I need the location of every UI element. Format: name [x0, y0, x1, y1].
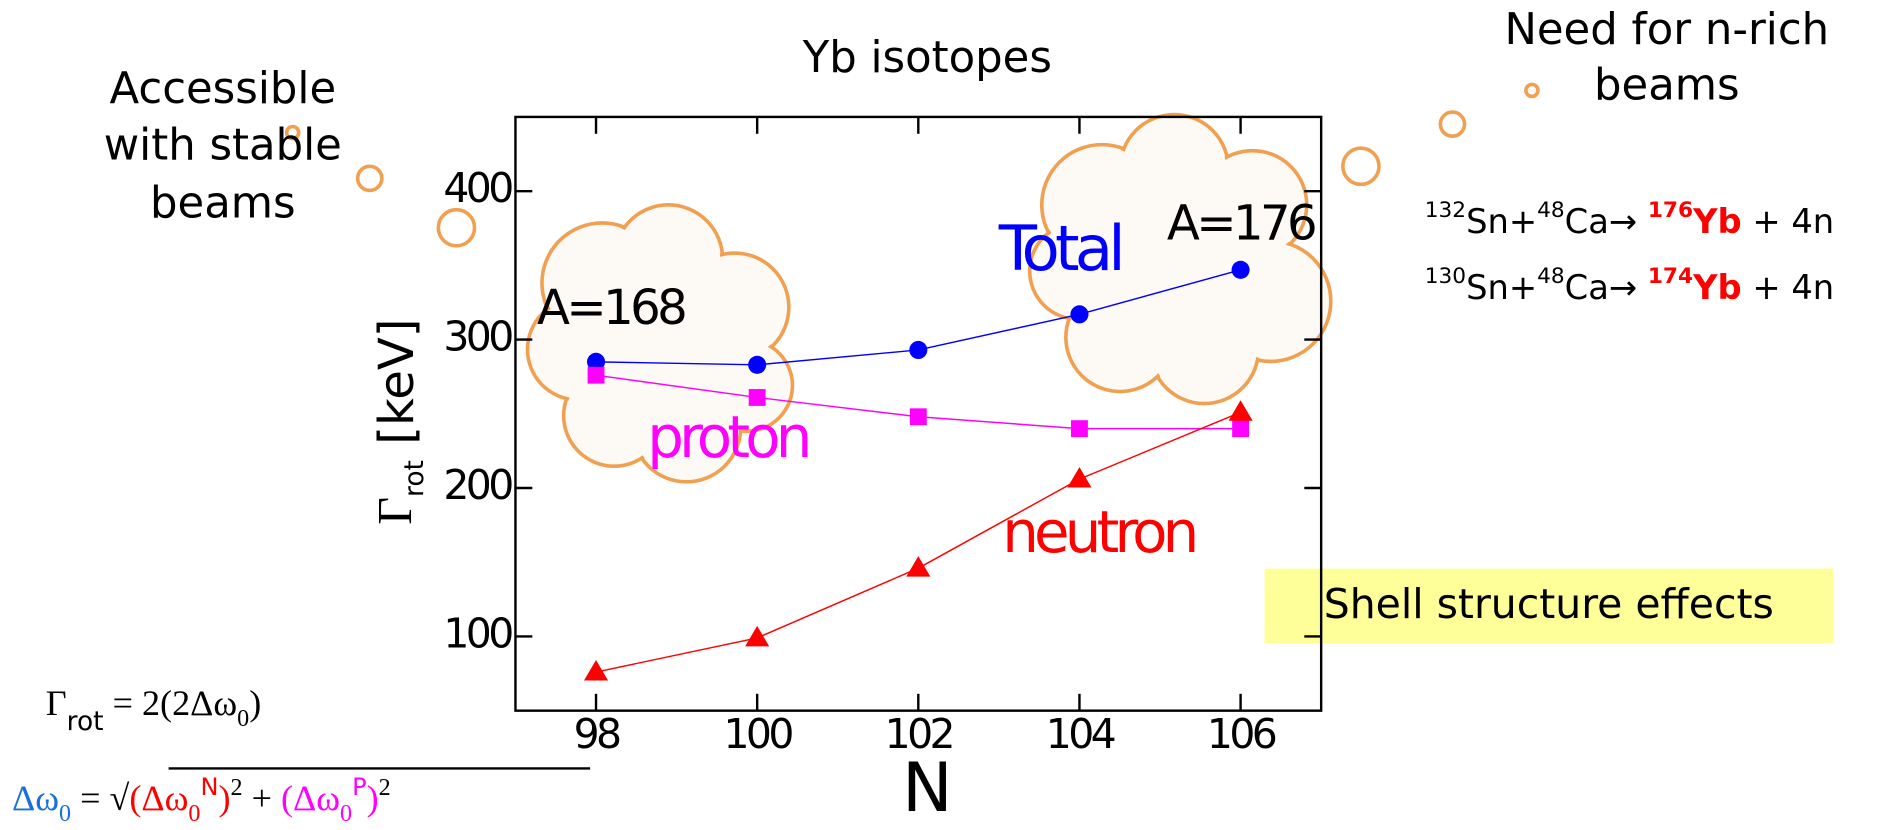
y-label-unit: [keV] [369, 318, 425, 444]
nucleus: Yb [1692, 268, 1742, 307]
series-label: proton [647, 403, 807, 471]
y-tick-label: 400 [443, 164, 512, 212]
formula-part: = 2(2Δω [104, 683, 238, 723]
marker [910, 408, 927, 425]
y-label-symbol: Γ [369, 497, 422, 525]
x-tick-label: 100 [724, 710, 793, 758]
formula: Γrot = 2(2Δω0) [46, 683, 261, 737]
formula-part: (Δω [281, 778, 340, 818]
formula-part: 2 [231, 775, 243, 801]
reaction-rest: + 4n [1742, 268, 1835, 307]
formula-part: 2 [379, 775, 391, 801]
x-tick-label: 106 [1207, 710, 1276, 758]
note-line: Accessible [109, 64, 336, 114]
formula-part: = √ [71, 778, 129, 818]
mass-number: 174 [1648, 264, 1693, 289]
annotation: A=168 [537, 280, 685, 336]
marker [1071, 420, 1088, 437]
mass-number: 48 [1537, 197, 1565, 222]
y-tick-label: 300 [443, 313, 512, 361]
reaction: 132Sn+48Ca→ 176Yb + 4n [1425, 197, 1834, 240]
x-tick-label: 104 [1046, 710, 1115, 758]
marker [748, 356, 766, 374]
reaction: 130Sn+48Ca→ 174Yb + 4n [1425, 264, 1834, 307]
x-axis-label: N [902, 748, 952, 827]
x-tick-label: 102 [885, 710, 952, 758]
formula-part: 0 [59, 801, 71, 827]
marker [1229, 400, 1253, 420]
chart: Accessible with stable beams Need for n-… [0, 0, 1886, 830]
series-label: neutron [1002, 498, 1194, 566]
note-line: Need for n-rich [1504, 5, 1829, 55]
nucleus: Sn+ [1466, 268, 1537, 307]
formula-part: (Δω [129, 778, 188, 818]
mass-number: 132 [1425, 197, 1466, 222]
mass-number: 176 [1648, 197, 1693, 222]
y-axis-label: Γrot [keV] [369, 318, 430, 524]
series-label: Total [998, 212, 1121, 285]
note-line: beams [150, 179, 296, 229]
nucleus: Ca→ [1565, 268, 1637, 307]
formula-part: ) [218, 778, 230, 818]
marker [1070, 305, 1088, 323]
y-tick-label: 100 [443, 609, 512, 657]
page: {"chart_data": {"type": "line", "title":… [0, 0, 1886, 830]
formula-part: + [243, 778, 281, 818]
marker [1232, 420, 1249, 437]
formula-part: 0 [340, 801, 352, 827]
chart-title: Yb isotopes [802, 33, 1052, 83]
formula-part: Γ [46, 683, 67, 723]
nucleus: Ca→ [1565, 201, 1637, 240]
marker [1067, 467, 1091, 487]
marker [1232, 261, 1250, 279]
note-line: beams [1594, 61, 1740, 111]
formula-part: 0 [237, 706, 249, 732]
formula-part: ) [367, 778, 379, 818]
formula-part: N [200, 773, 218, 801]
annotation: A=176 [1167, 196, 1315, 252]
formula-part: Δω [12, 778, 59, 818]
y-tick-label: 200 [443, 461, 512, 509]
mass-number: 48 [1537, 264, 1565, 289]
marker [745, 626, 769, 646]
marker [909, 341, 927, 359]
note-line: with stable [104, 121, 342, 171]
y-label-subscript: rot [399, 460, 430, 497]
formula-part: 0 [188, 801, 200, 827]
marker [588, 367, 605, 384]
formula: Δω0 = √(Δω0N)2 + (Δω0P)2 [12, 773, 391, 827]
formula-part: rot [67, 706, 104, 737]
mass-number: 130 [1425, 264, 1466, 289]
marker [906, 556, 930, 576]
nucleus: Yb [1692, 201, 1742, 240]
formula-part: P [352, 773, 367, 801]
x-tick-label: 98 [574, 710, 620, 758]
callout: Shell structure effects [1324, 580, 1774, 628]
formula-part: ) [249, 683, 261, 723]
nucleus: Sn+ [1466, 201, 1537, 240]
reaction-rest: + 4n [1742, 201, 1835, 240]
